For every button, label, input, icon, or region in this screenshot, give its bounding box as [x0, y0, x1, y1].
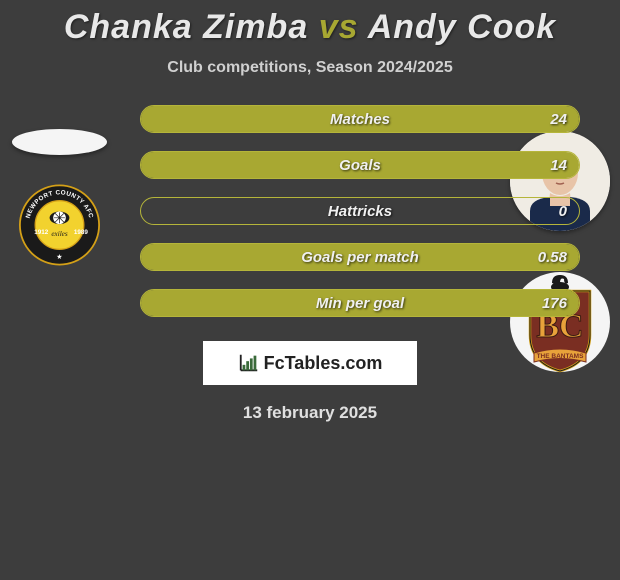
svg-text:exiles: exiles [51, 230, 68, 238]
chart-icon [238, 352, 260, 374]
svg-text:1989: 1989 [74, 229, 89, 236]
player1-club-badge: NEWPORT COUNTY AFC 1912 1989 exiles ★ [12, 180, 107, 270]
player1-photo-placeholder [12, 129, 107, 155]
stat-value-right: 24 [550, 111, 567, 128]
player2-club-badge: BC THE BANTAMS [510, 265, 610, 379]
branding-badge: FcTables.com [203, 341, 417, 385]
stats-area: NEWPORT COUNTY AFC 1912 1989 exiles ★ [0, 105, 620, 317]
stat-row: Goals 14 [140, 151, 580, 179]
stat-label: Min per goal [316, 295, 404, 312]
svg-text:1912: 1912 [34, 229, 49, 236]
stat-label: Goals [339, 157, 381, 174]
stat-value-right: 0.58 [538, 249, 567, 266]
player2-name: Andy Cook [368, 8, 556, 46]
stat-value-right: 0 [559, 203, 567, 220]
svg-text:★: ★ [56, 252, 62, 261]
stat-value-right: 176 [542, 295, 567, 312]
date-text: 13 february 2025 [0, 403, 620, 423]
player1-name: Chanka Zimba [64, 8, 308, 46]
stat-row: Goals per match 0.58 [140, 243, 580, 271]
page-title: Chanka Zimba vs Andy Cook [0, 0, 620, 47]
stat-row: Min per goal 176 [140, 289, 580, 317]
stat-row: Hattricks 0 [140, 197, 580, 225]
stat-row: Matches 24 [140, 105, 580, 133]
stat-label: Hattricks [328, 203, 392, 220]
stat-value-right: 14 [550, 157, 567, 174]
vs-separator: vs [319, 8, 359, 46]
subtitle: Club competitions, Season 2024/2025 [0, 59, 620, 77]
branding-text: FcTables.com [264, 353, 383, 374]
stat-label: Matches [330, 111, 390, 128]
stat-label: Goals per match [301, 249, 419, 266]
svg-text:THE BANTAMS: THE BANTAMS [537, 353, 584, 360]
